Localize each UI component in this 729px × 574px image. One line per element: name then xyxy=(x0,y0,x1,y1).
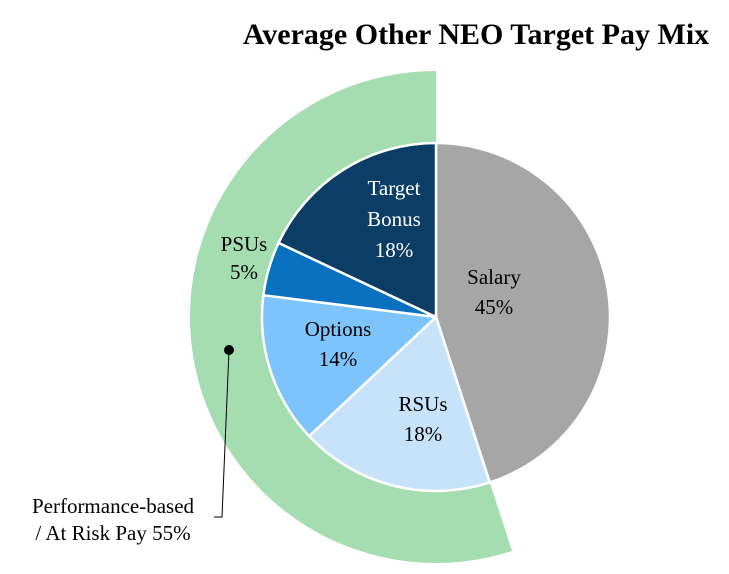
outer-ring-label: Performance-based xyxy=(32,494,195,518)
pie-slice-rsus xyxy=(307,315,492,493)
callout-line xyxy=(214,349,230,518)
slice-value-rsus: 18% xyxy=(404,422,443,446)
slice-label-target-bonus: Target xyxy=(368,176,421,200)
slice-label-psus: PSUs xyxy=(221,232,268,256)
slice-value-psus: 5% xyxy=(230,260,258,284)
slice-label-rsus: RSUs xyxy=(398,392,447,416)
slice-label-target-bonus: Bonus xyxy=(367,207,421,231)
slice-label-options: Options xyxy=(305,317,372,341)
pie-slice-salary xyxy=(434,141,612,484)
slice-value-options: 14% xyxy=(319,347,358,371)
slice-value-salary: 45% xyxy=(475,295,514,319)
pie-slice-options xyxy=(260,293,438,438)
pie-slice-target-bonus xyxy=(277,141,438,319)
outer-ring-label: / At Risk Pay 55% xyxy=(35,521,190,545)
slice-label-salary: Salary xyxy=(467,265,521,289)
slice-value-target-bonus: 18% xyxy=(375,238,414,262)
chart-title: Average Other NEO Target Pay Mix xyxy=(243,18,709,51)
